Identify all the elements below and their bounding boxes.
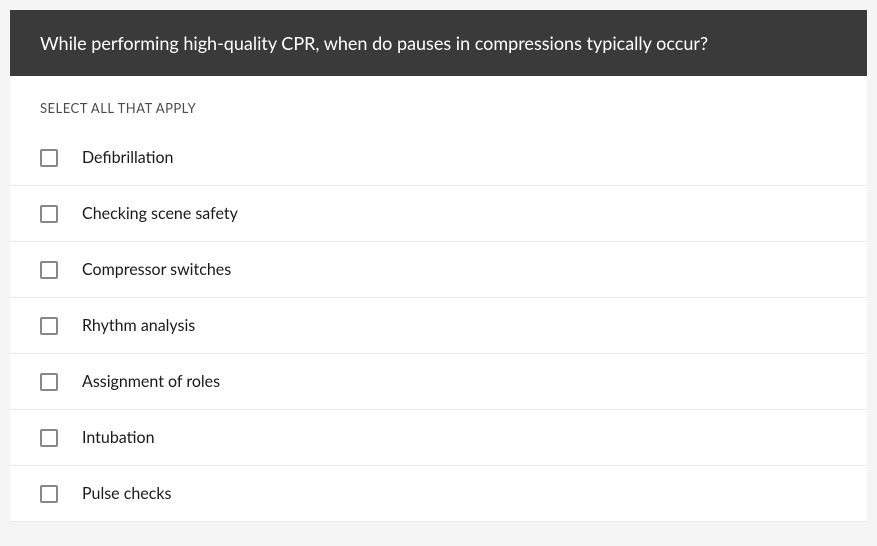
option-checkbox[interactable] [40, 373, 58, 391]
option-checkbox[interactable] [40, 261, 58, 279]
option-label: Rhythm analysis [82, 316, 195, 335]
option-row[interactable]: Rhythm analysis [10, 298, 867, 354]
question-header: While performing high-quality CPR, when … [10, 10, 867, 76]
option-row[interactable]: Pulse checks [10, 466, 867, 522]
option-row[interactable]: Defibrillation [10, 126, 867, 186]
quiz-container: While performing high-quality CPR, when … [10, 10, 867, 522]
option-label: Compressor switches [82, 260, 231, 279]
question-text: While performing high-quality CPR, when … [40, 32, 708, 54]
option-checkbox[interactable] [40, 317, 58, 335]
option-row[interactable]: Intubation [10, 410, 867, 466]
option-checkbox[interactable] [40, 205, 58, 223]
option-checkbox[interactable] [40, 485, 58, 503]
option-row[interactable]: Checking scene safety [10, 186, 867, 242]
option-label: Pulse checks [82, 484, 171, 503]
option-label: Checking scene safety [82, 204, 238, 223]
option-label: Intubation [82, 428, 155, 447]
option-label: Defibrillation [82, 148, 173, 167]
option-row[interactable]: Assignment of roles [10, 354, 867, 410]
option-row[interactable]: Compressor switches [10, 242, 867, 298]
options-list: Defibrillation Checking scene safety Com… [10, 126, 867, 522]
option-checkbox[interactable] [40, 149, 58, 167]
option-checkbox[interactable] [40, 429, 58, 447]
option-label: Assignment of roles [82, 372, 220, 391]
instruction-text: SELECT ALL THAT APPLY [10, 76, 867, 126]
